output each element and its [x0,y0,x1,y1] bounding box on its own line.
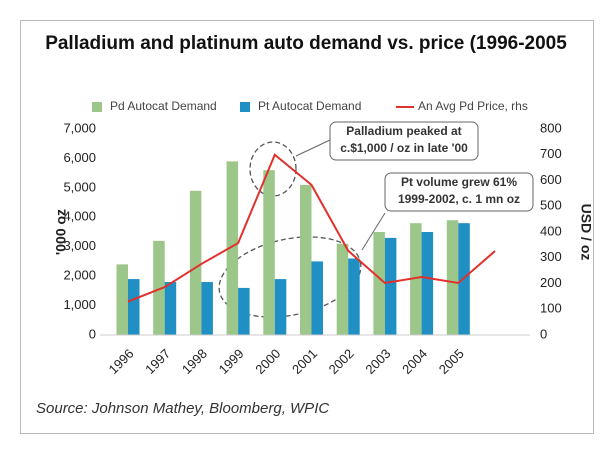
legend-label: Pd Autocat Demand [110,99,217,113]
y2-tick-label: 600 [540,172,562,187]
annotation: c.$1,000 / oz in late '00 [340,141,468,155]
y2-tick-label: 700 [540,146,562,161]
bar [116,264,128,335]
y-tick-label: 5,000 [63,179,96,194]
line [127,153,496,303]
y2-axis-label: USD / oz [578,204,594,261]
callout-box [329,121,479,161]
y-axis-label: '000 oz [53,209,69,255]
frame [20,20,594,434]
legend-label: Pt Autocat Demand [258,99,361,113]
bar [263,170,275,335]
bar [421,232,434,335]
bar [384,237,397,335]
x-tick-label: 2004 [399,346,430,377]
callout-box [384,172,534,212]
x-tick-label: 1998 [179,346,210,377]
y2-tick-label: 500 [540,198,562,213]
legend-label: An Avg Pd Price, rhs [418,99,528,113]
bar [164,282,177,335]
source: Source: Johnson Mathey, Bloomberg, WPIC [36,400,330,417]
annotation: Pt volume grew 61% [401,175,517,189]
y2-tick-label: 300 [540,249,562,264]
annotation: 1999-2002, c. 1 mn oz [398,192,520,206]
y-tick-label: 4,000 [63,209,96,224]
chart-title: Palladium and platinum auto demand vs. p… [45,33,567,54]
y2-tick-label: 800 [540,120,562,135]
bar [274,279,287,335]
legend-swatch [240,102,250,112]
x-tick-label: 1999 [216,346,247,377]
bar [373,232,385,335]
y-tick-label: 3,000 [63,238,96,253]
y-tick-label: 7,000 [63,120,96,135]
y2-tick-label: 200 [540,275,562,290]
bar [226,161,239,335]
bar [238,287,250,335]
bar [311,261,323,335]
legend-swatch [92,102,102,112]
bar [336,243,349,335]
bar [300,184,312,335]
y-tick-label: 6,000 [63,150,96,165]
y2-tick-label: 100 [540,301,562,316]
y-tick-label: 0 [89,326,96,341]
x-tick-label: 2000 [252,346,283,377]
y2-tick-label: 400 [540,223,562,238]
callout-line [295,139,331,157]
bar [348,258,360,335]
bar [201,282,213,335]
x-tick-label: 2001 [289,346,320,377]
bar [128,279,140,335]
x-tick-label: 2003 [362,346,393,377]
x-tick-label: 1996 [105,346,136,377]
y2-tick-label: 0 [540,326,547,341]
bar [410,223,422,335]
bar [189,190,202,335]
highlight-ellipse [249,141,297,197]
bar [446,220,459,335]
x-tick-label: 2005 [436,346,467,377]
y-tick-label: 2,000 [63,268,96,283]
x-tick-label: 2002 [326,346,357,377]
callout-line [361,212,386,251]
y-tick-label: 1,000 [63,297,96,312]
annotation: Palladium peaked at [346,124,461,138]
bar [153,240,165,335]
x-tick-label: 1997 [142,346,173,377]
